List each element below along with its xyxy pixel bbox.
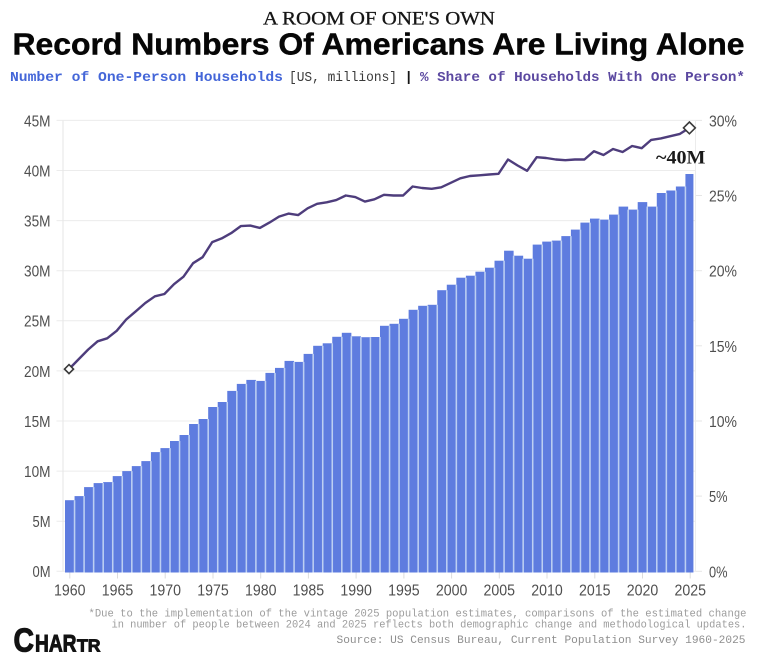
svg-text:30M: 30M: [24, 264, 51, 281]
svg-text:|: |: [405, 70, 413, 86]
svg-text:15M: 15M: [24, 414, 51, 431]
svg-text:Source: US Census Bureau, Curr: Source: US Census Bureau, Current Popula…: [337, 635, 746, 647]
svg-text:1980: 1980: [245, 583, 277, 600]
svg-text:15%: 15%: [709, 339, 737, 356]
svg-text:TR: TR: [77, 636, 101, 656]
svg-text:1970: 1970: [149, 583, 181, 600]
svg-text:Number of One-Person Household: Number of One-Person Households: [10, 70, 283, 86]
svg-text:in number of people between 20: in number of people between 2024 and 202…: [112, 620, 747, 632]
svg-text:2010: 2010: [531, 583, 563, 600]
svg-text:1960: 1960: [54, 583, 86, 600]
svg-text:30%: 30%: [709, 113, 737, 130]
svg-text:35M: 35M: [24, 214, 51, 231]
svg-text:2020: 2020: [627, 583, 659, 600]
svg-text:1995: 1995: [388, 583, 420, 600]
svg-text:0%: 0%: [709, 564, 728, 581]
svg-text:10M: 10M: [24, 464, 51, 481]
svg-text:*Due to the implementation of: *Due to the implementation of the vintag…: [89, 609, 747, 621]
svg-text:20%: 20%: [709, 264, 737, 281]
svg-text:A ROOM OF ONE'S OWN: A ROOM OF ONE'S OWN: [263, 10, 495, 30]
svg-text:Record Numbers Of Americans Ar: Record Numbers Of Americans Are Living A…: [13, 27, 745, 62]
svg-text:1985: 1985: [293, 583, 325, 600]
svg-text:25%: 25%: [709, 189, 737, 206]
svg-text:1975: 1975: [197, 583, 229, 600]
svg-text:2000: 2000: [436, 583, 468, 600]
svg-text:1965: 1965: [102, 583, 134, 600]
svg-text:~40M: ~40M: [656, 148, 706, 169]
svg-text:% Share of Households With One: % Share of Households With One Person*: [420, 70, 745, 86]
svg-text:2015: 2015: [579, 583, 611, 600]
svg-text:40M: 40M: [24, 163, 51, 180]
svg-text:1990: 1990: [340, 583, 372, 600]
svg-text:C: C: [14, 622, 35, 658]
svg-text:[US, millions]: [US, millions]: [289, 70, 397, 86]
svg-text:5%: 5%: [709, 489, 728, 506]
svg-text:HAR: HAR: [35, 631, 77, 658]
svg-text:0M: 0M: [33, 564, 51, 581]
svg-text:45M: 45M: [24, 113, 51, 130]
svg-text:5M: 5M: [33, 514, 51, 531]
svg-text:2025: 2025: [674, 583, 706, 600]
svg-text:25M: 25M: [24, 314, 51, 331]
svg-text:2005: 2005: [484, 583, 516, 600]
svg-text:20M: 20M: [24, 364, 51, 381]
svg-text:10%: 10%: [709, 414, 737, 431]
